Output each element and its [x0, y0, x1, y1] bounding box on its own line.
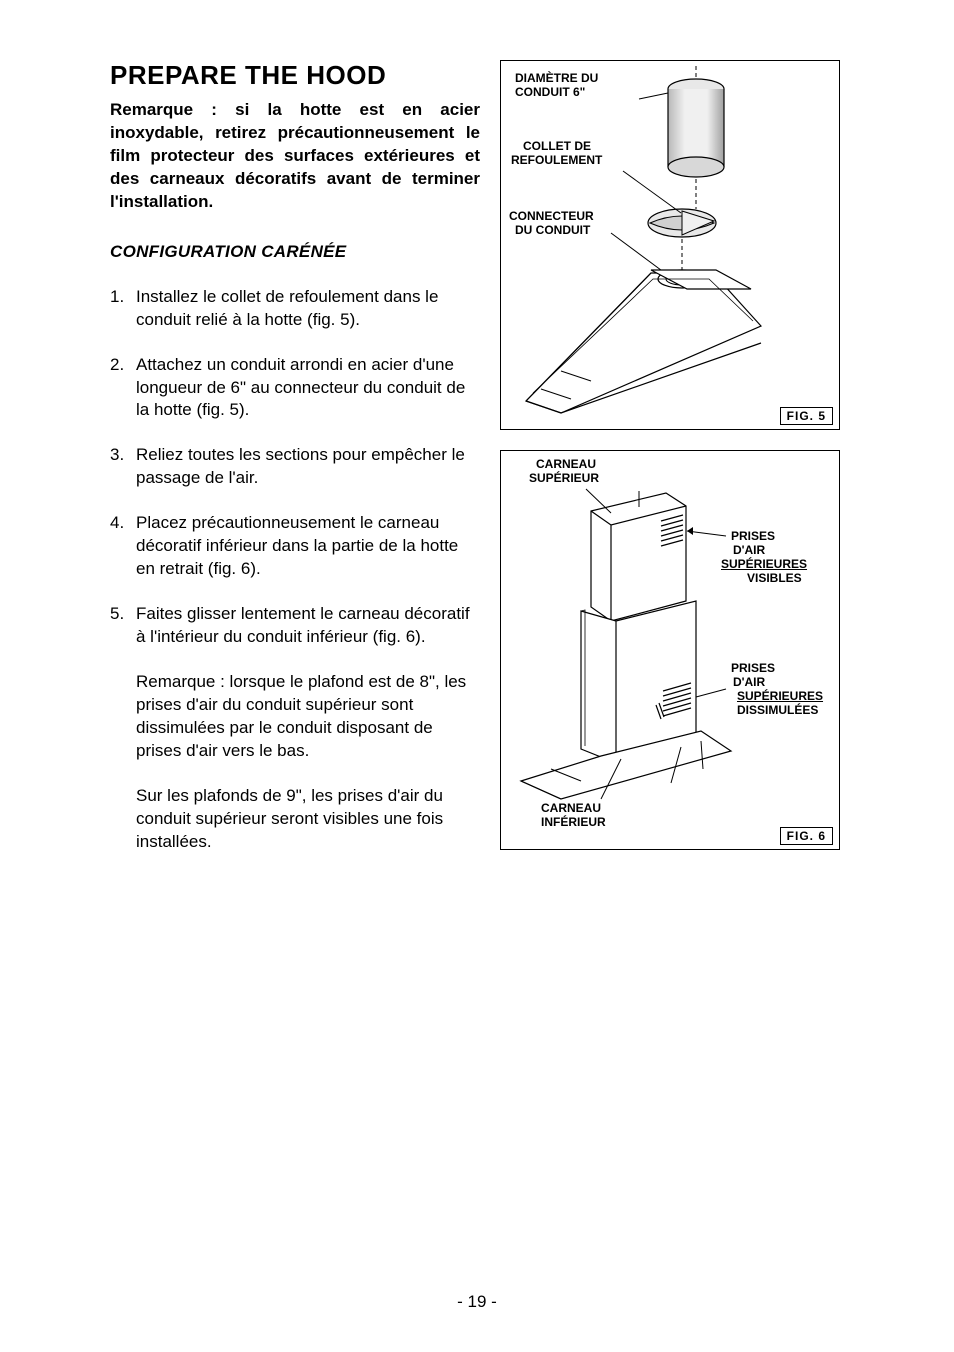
figure-6: CARNEAU SUPÉRIEUR PRISES D'AIR SUPÉRIEUR…	[500, 450, 840, 850]
step-5-sub1: Remarque : lorsque le plafond est de 8",…	[136, 671, 480, 763]
fig6-label-hidden-2: D'AIR	[733, 675, 765, 689]
step-5: Faites glisser lentement le carneau déco…	[110, 603, 480, 853]
page-title: PREPARE THE HOOD	[110, 60, 480, 91]
note-paragraph: Remarque : si la hotte est en acier inox…	[110, 99, 480, 214]
fig5-label-collet-1: COLLET DE	[523, 139, 591, 153]
step-1: Installez le collet de refoulement dans …	[110, 286, 480, 332]
fig6-label-visible-1: PRISES	[731, 529, 775, 543]
figure-5: DIAMÈTRE DU CONDUIT 6" COLLET DE REFOULE…	[500, 60, 840, 430]
page: PREPARE THE HOOD Remarque : si la hotte …	[0, 0, 954, 1352]
page-number: - 19 -	[0, 1292, 954, 1312]
fig6-label-visible-3: SUPÉRIEURES	[721, 557, 807, 571]
step-4-text: Placez précautionneusement le carneau dé…	[136, 513, 458, 578]
figure-6-svg	[501, 451, 841, 851]
step-3-text: Reliez toutes les sections pour empêcher…	[136, 445, 465, 487]
fig5-label-diameter-2: CONDUIT 6"	[515, 85, 585, 99]
fig5-label-collet-2: REFOULEMENT	[511, 153, 602, 167]
step-2-text: Attachez un conduit arrondi en acier d'u…	[136, 355, 465, 420]
fig6-label-hidden-1: PRISES	[731, 661, 775, 675]
step-3: Reliez toutes les sections pour empêcher…	[110, 444, 480, 490]
right-column: DIAMÈTRE DU CONDUIT 6" COLLET DE REFOULE…	[500, 60, 840, 870]
fig5-label-conn-2: DU CONDUIT	[515, 223, 590, 237]
fig6-label-upper-1: CARNEAU	[536, 457, 596, 471]
step-4: Placez précautionneusement le carneau dé…	[110, 512, 480, 581]
fig6-label-upper-2: SUPÉRIEUR	[529, 471, 599, 485]
fig5-caption: FIG. 5	[780, 407, 833, 425]
step-1-text: Installez le collet de refoulement dans …	[136, 287, 438, 329]
fig6-label-visible-4: VISIBLES	[747, 571, 802, 585]
steps-list: Installez le collet de refoulement dans …	[110, 286, 480, 854]
fig6-caption: FIG. 6	[780, 827, 833, 845]
fig6-label-lower-2: INFÉRIEUR	[541, 815, 606, 829]
fig5-label-conn-1: CONNECTEUR	[509, 209, 594, 223]
content-row: PREPARE THE HOOD Remarque : si la hotte …	[110, 60, 854, 876]
fig6-label-hidden-4: DISSIMULÉES	[737, 703, 818, 717]
subheading: CONFIGURATION CARÉNÉE	[110, 242, 480, 262]
fig6-label-lower-1: CARNEAU	[541, 801, 601, 815]
step-5-sub2: Sur les plafonds de 9", les prises d'air…	[136, 785, 480, 854]
left-column: PREPARE THE HOOD Remarque : si la hotte …	[110, 60, 480, 876]
fig5-label-diameter-1: DIAMÈTRE DU	[515, 71, 598, 85]
step-2: Attachez un conduit arrondi en acier d'u…	[110, 354, 480, 423]
figure-5-svg	[501, 61, 841, 431]
fig6-label-visible-2: D'AIR	[733, 543, 765, 557]
step-5-main: Faites glisser lentement le carneau déco…	[136, 604, 470, 646]
fig6-label-hidden-3: SUPÉRIEURES	[737, 689, 823, 703]
